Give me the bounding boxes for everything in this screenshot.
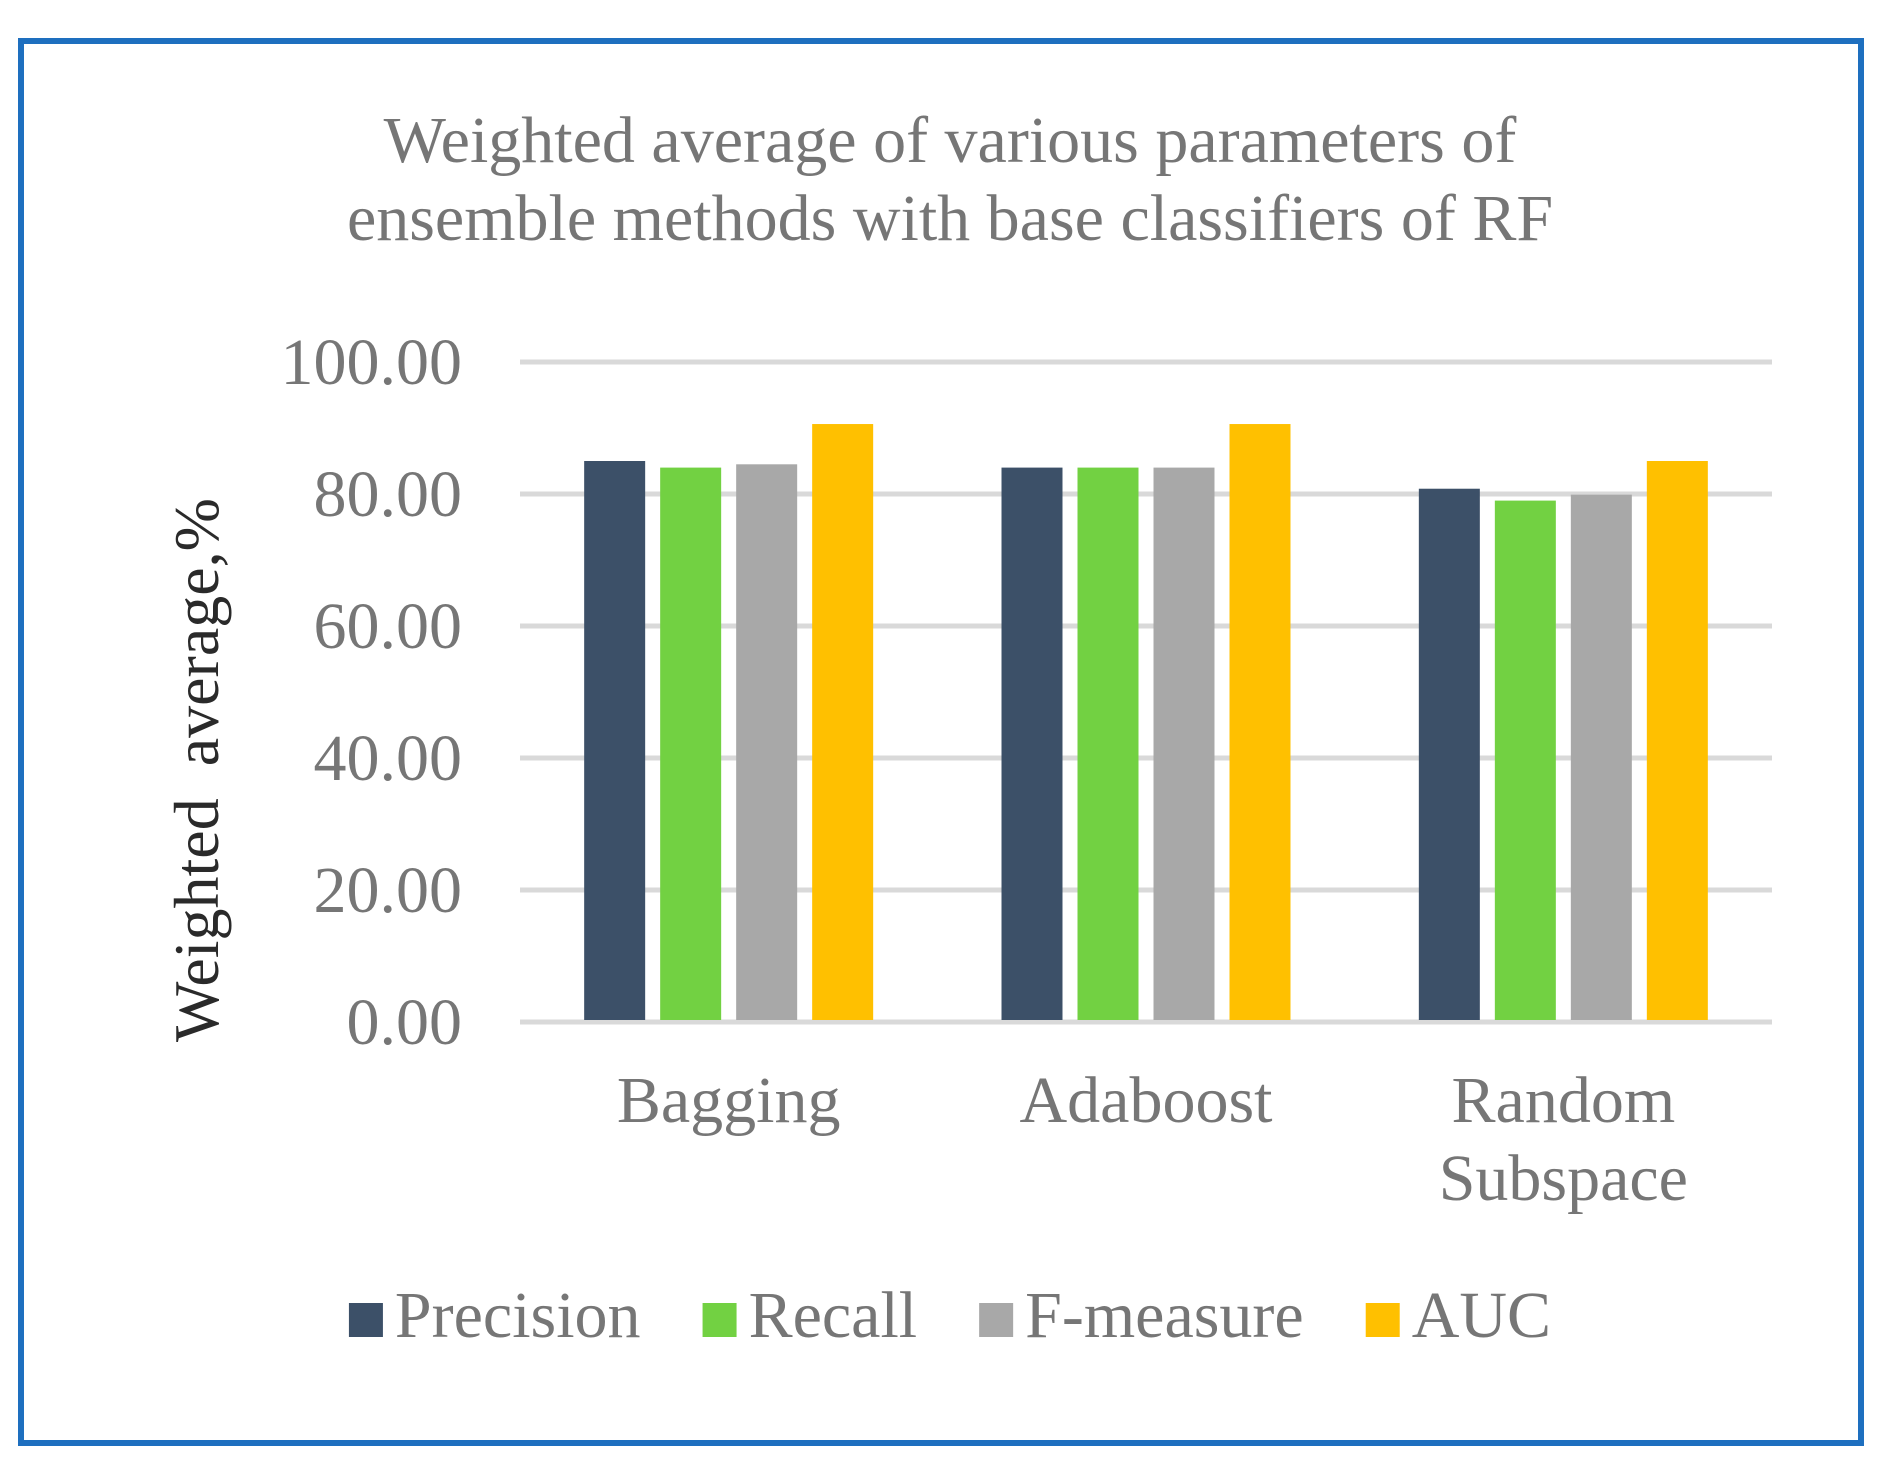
bars (584, 424, 1708, 1021)
y-tick-label: 0.00 (347, 986, 463, 1059)
bar-auc-1 (1229, 424, 1291, 1020)
bar-f-measure-0 (736, 464, 798, 1020)
legend-swatch-auc (1365, 1303, 1400, 1337)
bar-recall-0 (660, 467, 722, 1021)
bar-precision-2 (1418, 488, 1480, 1021)
x-category-label: Adaboost (1020, 1064, 1273, 1137)
legend-label-precision: Precision (395, 1279, 641, 1352)
y-tick-label: 40.00 (314, 722, 463, 795)
legend-swatch-f-measure (979, 1303, 1014, 1337)
y-tick-label: 100.00 (281, 326, 463, 399)
bar-recall-2 (1494, 500, 1556, 1021)
y-axis-tick-labels: 0.00 20.00 40.00 60.00 80.00 100.00 (281, 326, 463, 1059)
y-tick-label: 80.00 (314, 458, 463, 531)
legend-swatch-precision (348, 1303, 383, 1337)
y-tick-label: 60.00 (314, 590, 463, 663)
bar-precision-0 (584, 461, 646, 1020)
bar-f-measure-1 (1153, 467, 1215, 1021)
bar-precision-1 (1001, 467, 1063, 1021)
bar-recall-1 (1077, 467, 1139, 1021)
chart-title-line-2: ensemble methods with base classifiers o… (347, 182, 1553, 255)
legend-label-recall: Recall (749, 1279, 918, 1352)
x-category-label: Bagging (617, 1064, 841, 1137)
y-tick-label: 20.00 (314, 854, 463, 927)
gridlines (520, 359, 1772, 1025)
y-axis-label: Weighted average,% (161, 498, 232, 1042)
legend: Precision Recall F-measure AUC (348, 1279, 1551, 1352)
chart-frame (18, 38, 1864, 1446)
bar-f-measure-2 (1570, 494, 1632, 1020)
x-category-label: Subspace (1439, 1142, 1688, 1215)
legend-swatch-recall (702, 1303, 737, 1337)
chart-title-line-1: Weighted average of various parameters o… (384, 104, 1517, 177)
bar-auc-0 (812, 424, 874, 1020)
bar-auc-2 (1646, 461, 1708, 1020)
x-category-label: Random (1452, 1064, 1676, 1137)
legend-label-f-measure: F-measure (1025, 1279, 1304, 1352)
legend-label-auc: AUC (1412, 1279, 1551, 1352)
